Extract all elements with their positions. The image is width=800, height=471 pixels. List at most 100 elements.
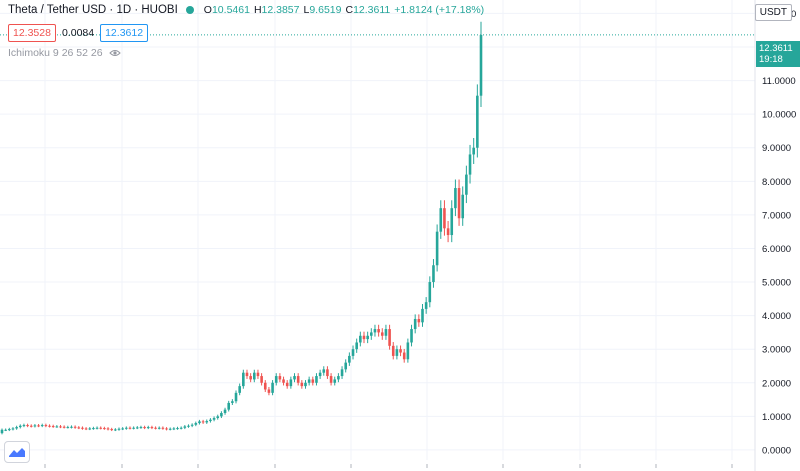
candle-body xyxy=(194,423,198,425)
candle-body xyxy=(443,208,446,229)
candle-body xyxy=(88,428,92,430)
ohlc-close: C12.3611 xyxy=(345,4,391,16)
candle-body xyxy=(62,426,66,428)
candle-body xyxy=(216,416,220,419)
candle-body xyxy=(165,428,168,430)
candle-body xyxy=(4,429,7,431)
ohlc-values: O10.5461 H12.3857 L9.6519 C12.3611 +1.81… xyxy=(204,4,484,16)
candle-body xyxy=(285,382,289,387)
candle-body xyxy=(81,427,84,429)
eye-icon[interactable] xyxy=(108,49,121,57)
candle-body xyxy=(428,282,432,303)
y-tick-label: 11.0000 xyxy=(762,76,796,87)
candle-body xyxy=(117,428,121,430)
candle-body xyxy=(450,208,454,236)
candle-body xyxy=(271,382,274,393)
candle-body xyxy=(187,425,190,427)
candle-body xyxy=(391,345,395,356)
y-tick-label: 4.0000 xyxy=(762,311,791,322)
candle-body xyxy=(432,265,435,283)
candle-body xyxy=(205,421,209,423)
candle-body xyxy=(454,188,457,209)
candle-body xyxy=(146,427,150,429)
candle-body xyxy=(8,429,11,431)
candle-body xyxy=(468,154,472,175)
y-tick-label: 10.0000 xyxy=(762,110,796,121)
candle-body xyxy=(399,349,402,353)
candle-body xyxy=(479,34,483,96)
candle-body xyxy=(366,335,369,340)
candle-body xyxy=(15,427,18,429)
candle-body xyxy=(435,231,439,266)
candle-body xyxy=(150,427,154,429)
last-price-value: 12.3611 xyxy=(759,43,793,54)
ohlc-open: O10.5461 xyxy=(203,4,250,16)
candle-body xyxy=(73,426,77,428)
candle-body xyxy=(26,425,29,427)
candle-body xyxy=(92,428,95,430)
candle-body xyxy=(256,372,260,377)
candle-body xyxy=(66,427,70,429)
last-price-tag: 12.3611 19:18 xyxy=(756,41,800,67)
candle-body xyxy=(161,427,165,429)
candle-body xyxy=(315,376,318,383)
candle-body xyxy=(125,427,128,429)
candle-body xyxy=(40,425,44,427)
candle-body xyxy=(406,342,410,360)
candle-body xyxy=(106,428,110,430)
candle-body xyxy=(176,428,179,430)
candle-body xyxy=(296,376,300,383)
candle-body xyxy=(128,427,132,429)
candle-body xyxy=(413,318,417,330)
indicator-legend[interactable]: Ichimoku 9 26 52 26 xyxy=(8,47,121,59)
candle-body xyxy=(77,427,81,429)
ohlc-high: H12.3857 xyxy=(253,4,300,16)
y-tick-label: 8.0000 xyxy=(762,177,791,188)
candle-body xyxy=(103,428,106,430)
candle-body xyxy=(95,427,99,429)
candle-body xyxy=(114,429,117,431)
y-tick-label: 1.0000 xyxy=(762,412,791,423)
candle-body xyxy=(267,389,271,393)
tradingview-logo-icon[interactable] xyxy=(4,441,30,463)
candle-body xyxy=(231,401,234,403)
chart-grid xyxy=(0,0,756,471)
candle-body xyxy=(190,424,194,426)
sell-price-button[interactable]: 12.3528 xyxy=(8,24,56,42)
candle-body xyxy=(51,426,55,428)
candle-body xyxy=(318,372,322,377)
candle-body xyxy=(457,188,461,219)
candle-body xyxy=(461,194,465,219)
candle-body xyxy=(183,426,187,428)
candle-body xyxy=(424,302,428,309)
candle-body xyxy=(0,429,4,434)
candle-body xyxy=(337,376,340,380)
candle-body xyxy=(143,427,146,429)
ohlc-change: +1.8124 (+17.18%) xyxy=(394,4,485,16)
candle-body xyxy=(55,426,59,428)
candle-body xyxy=(439,208,443,232)
candle-body xyxy=(380,332,384,336)
buy-sell-quote: 12.3528 0.0084 12.3612 xyxy=(8,24,149,42)
ohlc-low: L9.6519 xyxy=(303,4,342,16)
candle-body xyxy=(99,427,103,429)
candle-body xyxy=(307,379,311,383)
candle-body xyxy=(139,427,143,429)
candle-body xyxy=(278,376,282,380)
currency-label[interactable]: USDT xyxy=(754,4,792,21)
candle-body xyxy=(245,372,249,377)
y-tick-label: 3.0000 xyxy=(762,345,791,356)
candle-body xyxy=(234,392,238,402)
candle-body xyxy=(344,362,348,370)
candle-body xyxy=(326,369,329,377)
candle-body xyxy=(37,425,40,427)
candle-body xyxy=(446,228,450,236)
candle-body xyxy=(59,426,62,428)
symbol-title[interactable]: Theta / Tether USD · 1D · HUOBI xyxy=(8,4,178,16)
buy-price-button[interactable]: 12.3612 xyxy=(100,24,149,42)
candle-body xyxy=(135,427,139,429)
candle-body xyxy=(168,428,172,430)
candle-body xyxy=(359,335,362,343)
candle-body xyxy=(476,95,479,148)
